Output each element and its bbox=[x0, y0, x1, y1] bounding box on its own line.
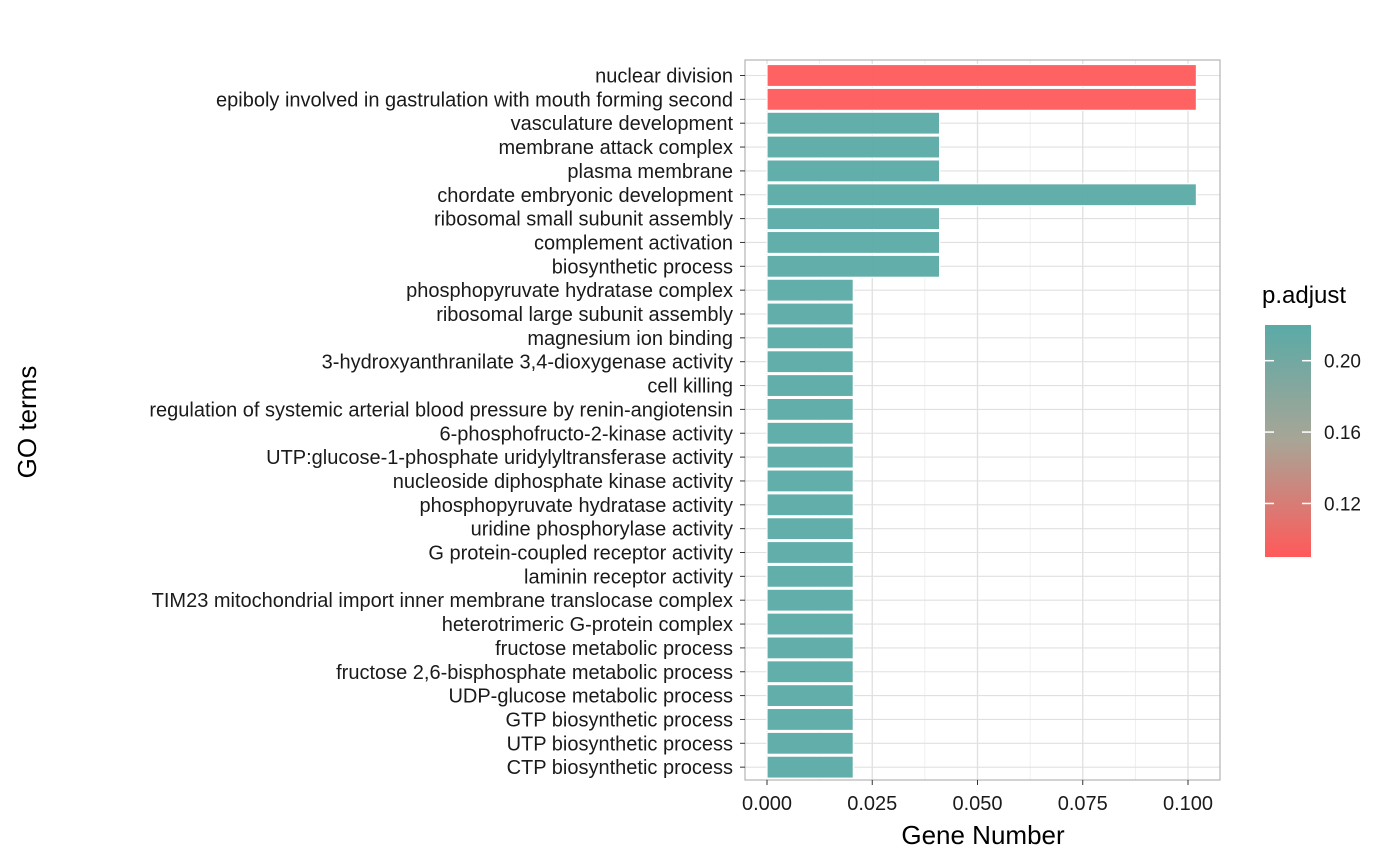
y-tick-label: chordate embryonic development bbox=[437, 185, 733, 207]
y-tick-label: TIM23 mitochondrial import inner membran… bbox=[152, 590, 733, 612]
y-tick-label: plasma membrane bbox=[567, 161, 733, 183]
x-tick-label: 0.025 bbox=[847, 793, 897, 815]
y-tick-label: phosphopyruvate hydratase activity bbox=[419, 495, 733, 517]
y-tick-label: epiboly involved in gastrulation with mo… bbox=[216, 89, 733, 111]
legend-ticks: 0.12 0.16 0.20 bbox=[1265, 352, 1361, 515]
y-tick-label: GTP biosynthetic process bbox=[505, 709, 733, 731]
bar bbox=[766, 254, 941, 278]
y-tick-label: ribosomal large subunit assembly bbox=[436, 304, 733, 326]
y-tick-label: membrane attack complex bbox=[498, 137, 733, 159]
bar bbox=[766, 707, 854, 732]
y-tick-label: fructose 2,6-bisphosphate metabolic proc… bbox=[336, 662, 733, 684]
y-tick-label: UTP:glucose-1-phosphate uridylyltransfer… bbox=[266, 447, 733, 469]
y-tick-label: 3-hydroxyanthranilate 3,4-dioxygenase ac… bbox=[322, 352, 733, 374]
y-tick-label: nuclear division bbox=[595, 66, 733, 88]
bar bbox=[766, 302, 854, 326]
legend-title: p.adjust bbox=[1262, 282, 1346, 309]
legend-tick-label: 0.16 bbox=[1324, 423, 1361, 444]
bar bbox=[766, 660, 854, 684]
bar bbox=[766, 636, 854, 660]
bars bbox=[766, 63, 1198, 779]
bar bbox=[766, 517, 854, 541]
legend-colorbar bbox=[1265, 325, 1311, 557]
y-tick-label: vasculature development bbox=[511, 113, 734, 135]
bar bbox=[766, 135, 941, 159]
y-tick-label: phosphopyruvate hydratase complex bbox=[406, 280, 733, 302]
y-tick-label: laminin receptor activity bbox=[524, 566, 733, 588]
bar bbox=[766, 540, 854, 565]
bar bbox=[766, 588, 854, 612]
y-tick-label: regulation of systemic arterial blood pr… bbox=[149, 399, 733, 421]
y-tick-label: UTP biosynthetic process bbox=[507, 733, 733, 755]
x-tick-labels: 0.000 0.025 0.050 0.075 0.100 bbox=[742, 780, 1213, 815]
color-legend: p.adjust 0.12 0.16 0.20 bbox=[1262, 282, 1361, 557]
y-tick-label: cell killing bbox=[647, 376, 733, 398]
bar bbox=[766, 493, 854, 517]
bar bbox=[766, 326, 854, 350]
y-tick-label: CTP biosynthetic process bbox=[507, 757, 733, 779]
bar bbox=[766, 731, 854, 755]
y-tick-label: heterotrimeric G-protein complex bbox=[442, 614, 733, 636]
bar bbox=[766, 373, 854, 398]
y-tick-label: magnesium ion binding bbox=[527, 328, 733, 350]
legend-tick-label: 0.20 bbox=[1324, 352, 1361, 373]
bar bbox=[766, 278, 854, 302]
bar bbox=[766, 207, 941, 231]
y-tick-label: biosynthetic process bbox=[552, 256, 733, 278]
y-tick-label: complement activation bbox=[534, 232, 733, 254]
y-tick-label: UDP-glucose metabolic process bbox=[448, 686, 733, 708]
x-tick-label: 0.000 bbox=[742, 793, 792, 815]
y-tick-label: ribosomal small subunit assembly bbox=[434, 209, 733, 231]
bar bbox=[766, 683, 854, 708]
y-axis-title: GO terms bbox=[12, 366, 42, 479]
bar bbox=[766, 612, 854, 636]
x-tick-label: 0.050 bbox=[952, 793, 1002, 815]
y-tick-label: G protein-coupled receptor activity bbox=[428, 543, 733, 565]
legend-tick-label: 0.12 bbox=[1324, 494, 1361, 515]
bar bbox=[766, 445, 854, 469]
y-tick-label: nucleoside diphosphate kinase activity bbox=[393, 471, 733, 493]
bar bbox=[766, 564, 854, 588]
y-tick-label: fructose metabolic process bbox=[495, 638, 733, 660]
bar bbox=[766, 111, 941, 135]
bar bbox=[766, 183, 1198, 207]
x-tick-label: 0.100 bbox=[1163, 793, 1213, 815]
x-tick-label: 0.075 bbox=[1058, 793, 1108, 815]
panel-border bbox=[744, 59, 1221, 781]
bar bbox=[766, 87, 1198, 111]
bar bbox=[766, 350, 854, 374]
bar bbox=[766, 63, 1198, 88]
bar bbox=[766, 469, 854, 493]
y-tick-label: 6-phosphofructo-2-kinase activity bbox=[440, 423, 733, 445]
bar bbox=[766, 755, 854, 779]
bar bbox=[766, 421, 854, 445]
y-tick-label: uridine phosphorylase activity bbox=[471, 519, 733, 541]
x-axis-title: Gene Number bbox=[901, 820, 1065, 850]
bar bbox=[766, 159, 941, 183]
bar bbox=[766, 230, 941, 255]
bar bbox=[766, 397, 854, 421]
